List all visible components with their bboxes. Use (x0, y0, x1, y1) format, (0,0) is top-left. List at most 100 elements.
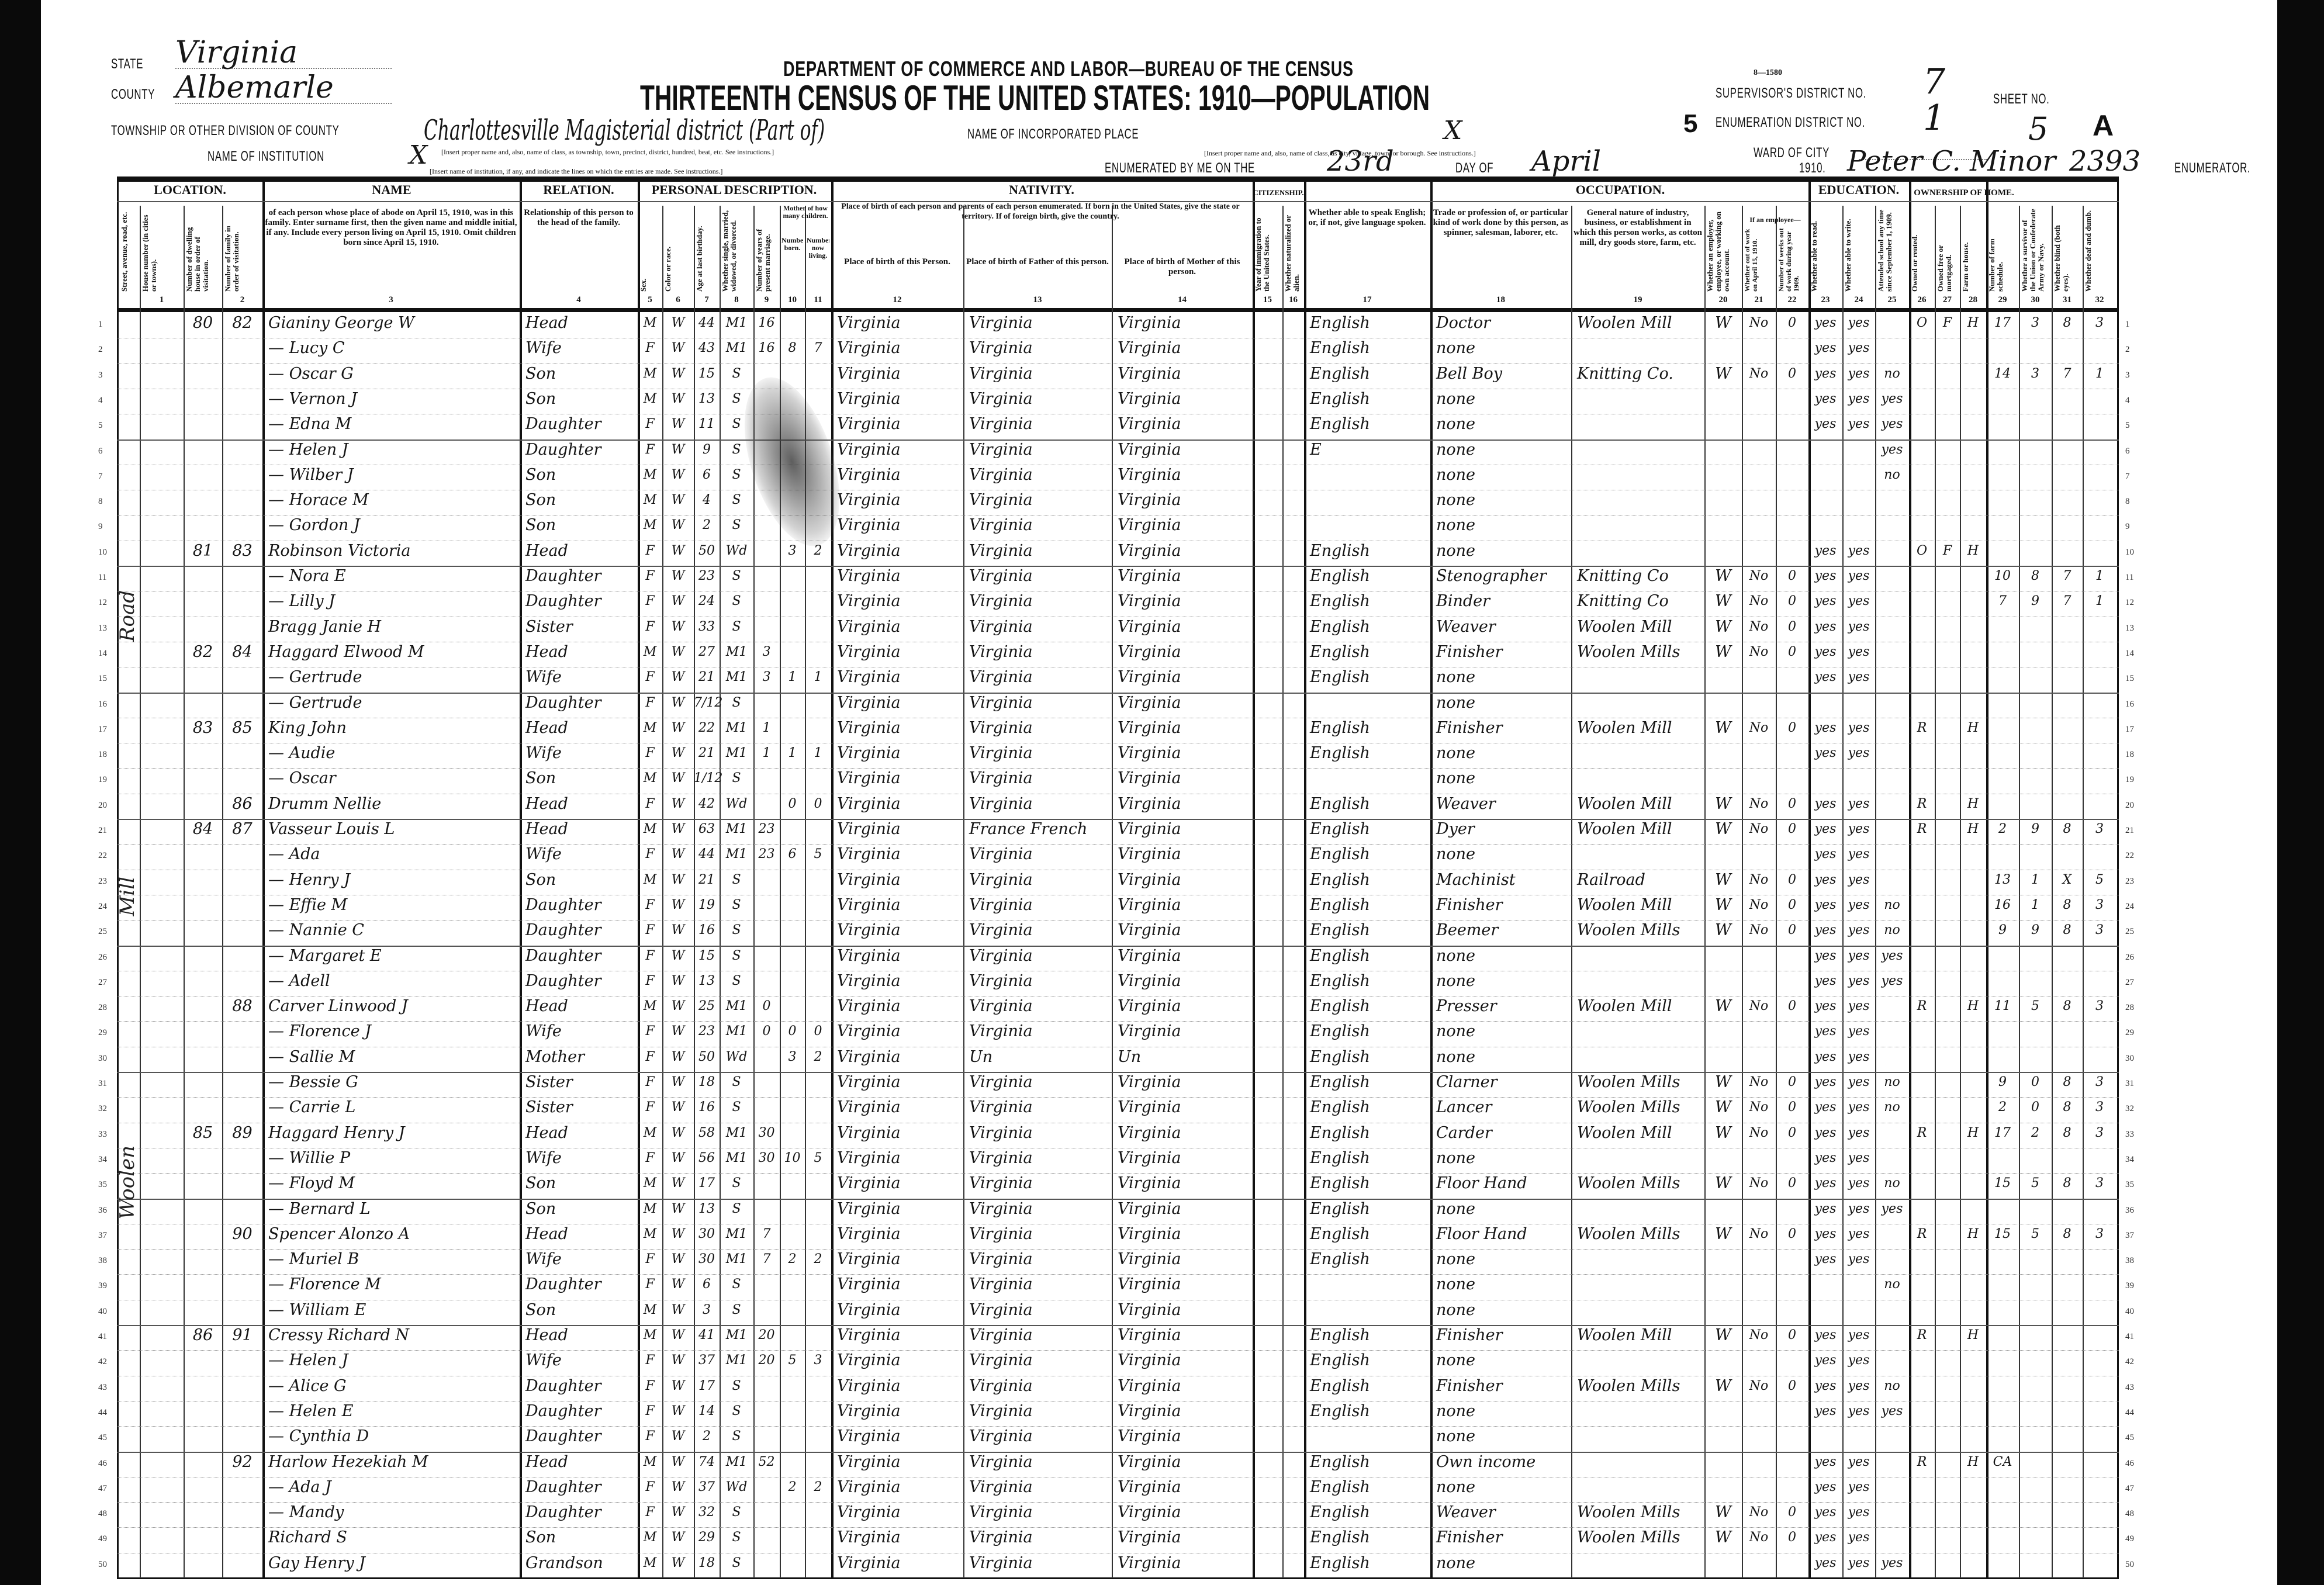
cell-occ: Finisher (1436, 1528, 1503, 1547)
line-number: 2 (98, 345, 103, 355)
cell-emp: W (1715, 718, 1731, 737)
cell-sch: yes (1881, 442, 1903, 457)
cell-bp: Virginia (837, 567, 901, 585)
column-number: 18 (1496, 295, 1505, 304)
cell-age: 58 (698, 1125, 715, 1140)
cell-rd: yes (1814, 897, 1837, 912)
cell-yrs: 16 (758, 316, 775, 330)
cell-mar: S (732, 493, 741, 508)
line-number: 22 (98, 851, 107, 861)
enumeration-prefix: 5 (1683, 109, 1699, 138)
cell-mar: S (732, 1277, 741, 1292)
cell-mar: M1 (725, 746, 748, 761)
column-divider (2019, 206, 2020, 1578)
cell-wr: yes (1848, 1353, 1870, 1368)
cell-fbp: Virginia (969, 1174, 1033, 1193)
cell-occ: Lancer (1436, 1098, 1492, 1117)
cell-name: — Gordon J (268, 516, 360, 535)
cell-wr: yes (1848, 1125, 1870, 1140)
cell-own: R (1917, 796, 1927, 811)
cell-eng: English (1310, 617, 1370, 636)
county-value: Albemarle (175, 72, 392, 104)
cell-sex: F (645, 695, 655, 710)
cell-name: — Ada (268, 845, 320, 864)
cell-ind: Woolen Mills (1577, 921, 1680, 940)
cell-mbp: Virginia (1118, 415, 1181, 434)
cell-wr: yes (1848, 417, 1870, 432)
cell-bp: Virginia (837, 339, 901, 358)
cell-race: W (671, 417, 685, 432)
cell-emp: W (1715, 1503, 1731, 1522)
column-number: 29 (1998, 295, 2007, 304)
cell-mar: S (732, 897, 741, 912)
cell-rel: Daughter (525, 946, 601, 965)
cell-bp: Virginia (837, 1275, 901, 1294)
cell-name: — Horace M (268, 491, 369, 510)
column-number: 15 (1263, 295, 1272, 304)
cell-age: 17 (698, 1378, 715, 1393)
cell-mbp: Virginia (1118, 1452, 1181, 1471)
line-number: 10 (98, 547, 107, 557)
scan-border-left (0, 0, 41, 1585)
cell-wks: 0 (1788, 366, 1796, 381)
column-number: 31 (2063, 295, 2071, 304)
cell-age: 14 (698, 1403, 715, 1418)
cell-rel: Son (525, 364, 556, 383)
column-number: 21 (1754, 295, 1763, 304)
cell-name: — Margaret E (268, 946, 382, 965)
cell-bp: Virginia (837, 895, 901, 914)
cell-mar: S (732, 417, 741, 432)
cell-sch: yes (1881, 391, 1903, 406)
row-rule (117, 566, 2119, 567)
line-number: 37 (98, 1230, 107, 1240)
cell-emp: W (1715, 1326, 1731, 1344)
row-rule (117, 1097, 2119, 1098)
cell-occ: none (1436, 415, 1476, 434)
column-heading-age: Age at last birthday. (696, 226, 704, 292)
column-heading-free: Owned free or mortgaged. (1936, 245, 1953, 292)
cell-fbp: Virginia (969, 1503, 1033, 1522)
cell-occ: none (1436, 693, 1476, 712)
cell-living: 1 (814, 670, 822, 685)
cell-sex: M (643, 518, 657, 533)
cell-occ: none (1436, 1250, 1476, 1269)
cell-yrs: 23 (758, 847, 775, 862)
cell-fbp: Virginia (969, 1300, 1033, 1319)
line-number: 49 (2125, 1534, 2134, 1544)
cell-fbp: Virginia (969, 895, 1033, 914)
column-number: 30 (2031, 295, 2040, 304)
cell-emp: W (1715, 364, 1731, 383)
group-citizenship: CITIZENSHIP. (1253, 188, 1304, 197)
cell-bp: Virginia (837, 1047, 901, 1066)
cell-rd: yes (1814, 1252, 1837, 1267)
cell-race: W (671, 1226, 685, 1241)
line-number: 15 (98, 674, 107, 684)
cell-rel: Son (525, 1528, 556, 1547)
cell-mbp: Virginia (1118, 971, 1181, 990)
cell-sex: F (645, 897, 655, 912)
cell-fbp: Virginia (969, 921, 1033, 940)
cell-mar: S (732, 1429, 741, 1444)
row-rule (117, 1072, 2119, 1073)
cell-age: 43 (698, 341, 715, 356)
cell-yrs: 1 (762, 746, 771, 761)
cell-name: — Florence J (268, 1022, 371, 1041)
column-divider (2083, 206, 2084, 1578)
cell-mbp: Virginia (1118, 592, 1181, 611)
cell-race: W (671, 619, 685, 634)
cell-c32: 1 (2095, 569, 2104, 583)
cell-name: — Sallie M (268, 1047, 355, 1066)
cell-rd: yes (1814, 391, 1837, 406)
cell-age: 41 (698, 1328, 715, 1342)
line-number: 4 (2125, 395, 2130, 405)
cell-fbp: Virginia (969, 567, 1033, 585)
cell-rel: Head (525, 1224, 568, 1243)
column-divider (1909, 177, 1911, 1578)
cell-rel: Head (525, 642, 568, 661)
cell-emp: W (1715, 820, 1731, 838)
line-number: 47 (98, 1483, 107, 1493)
column-heading-born: Number born. (781, 237, 803, 252)
cell-f: 83 (232, 541, 253, 560)
cell-out: No (1749, 822, 1769, 836)
cell-fbp: Virginia (969, 744, 1033, 763)
